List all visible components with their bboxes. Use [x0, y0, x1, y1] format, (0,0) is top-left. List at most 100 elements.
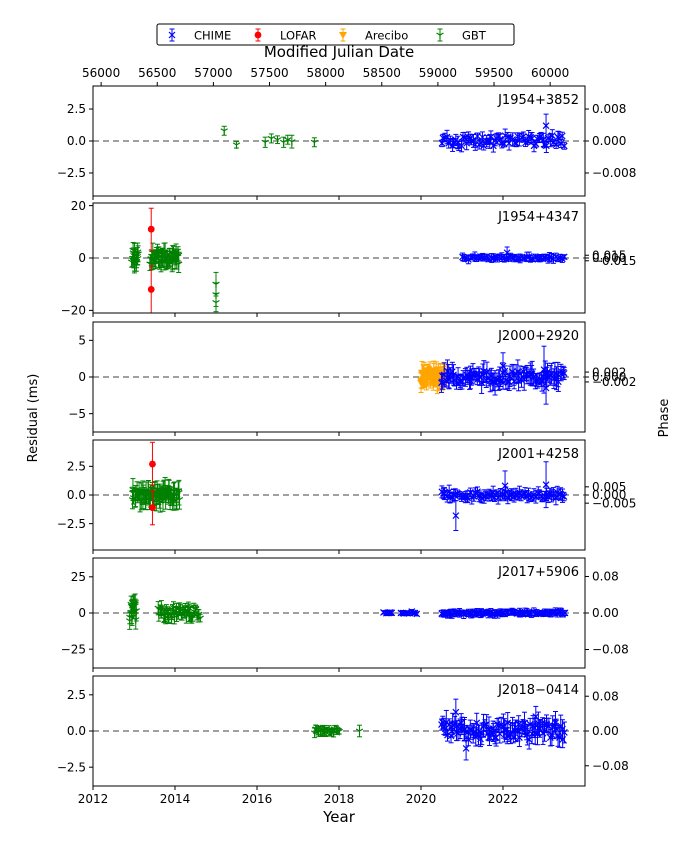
- panel-J2018−0414: 2.5 0.0 −2.5 0.08 0.00 −0.08 J2018−0414: [57, 675, 629, 790]
- marker-tri: [335, 728, 343, 736]
- data-point: [175, 489, 184, 510]
- marker-x: [542, 142, 550, 150]
- marker-x: [525, 736, 533, 743]
- legend-item: Arecibo: [339, 28, 408, 43]
- y-tick-label: −20: [61, 304, 86, 318]
- data-point: [462, 736, 470, 761]
- y-tick-label: 5: [78, 334, 86, 348]
- marker-dot: [254, 31, 262, 39]
- top-axis-title: Modified Julian Date: [264, 43, 414, 61]
- phase-tick-label: 0.00: [592, 724, 619, 738]
- y-tick-label: −2.5: [57, 760, 86, 774]
- series-GBT: [310, 724, 364, 739]
- marker-tri: [261, 139, 269, 147]
- top-tick-label: 57500: [250, 66, 288, 80]
- phase-tick-label: −0.08: [592, 643, 629, 657]
- marker-x: [560, 370, 568, 377]
- top-tick-label: 56500: [138, 66, 176, 80]
- marker-tri: [175, 496, 184, 504]
- marker-tri: [220, 128, 228, 135]
- data-point: [452, 698, 460, 726]
- series-GBT: [127, 241, 220, 313]
- bottom-axis-ticks: 2012 2014 2016 2018 2020 2022: [78, 792, 519, 806]
- marker-x: [388, 609, 396, 617]
- marker-x: [515, 720, 523, 728]
- marker-x: [560, 493, 568, 500]
- marker-x: [446, 494, 454, 501]
- phase-tick-label: −0.008: [592, 166, 636, 180]
- top-tick-label: 60000: [531, 66, 569, 80]
- data-point: [532, 705, 540, 728]
- top-tick-label: 59000: [419, 66, 457, 80]
- data-point: [438, 139, 446, 148]
- data-point: [558, 131, 566, 141]
- panels: 2.50.0−2.50.0080.000−0.008J1954+3852200−…: [57, 85, 637, 790]
- series-CHIME: [459, 246, 568, 265]
- phase-tick-label: −0.002: [592, 375, 636, 389]
- y-axis-title-right: Phase: [657, 399, 672, 438]
- y-tick-label: 0.0: [67, 134, 86, 148]
- pulsar-name-label: J2000+2920: [497, 329, 579, 344]
- data-point: [449, 138, 457, 152]
- bottom-tick-label: 2016: [242, 792, 273, 806]
- marker-x: [503, 249, 511, 257]
- marker-x: [458, 142, 465, 150]
- data-point: [504, 712, 512, 734]
- y-tick-label: 20: [71, 199, 86, 213]
- phase-tick-label: 0.015: [592, 248, 626, 262]
- x-axis-title: Year: [322, 808, 356, 826]
- phase-tick-label: −0.005: [592, 496, 636, 510]
- phase-tick-label: −0.015: [592, 254, 636, 268]
- y-tick-label: 0: [78, 370, 86, 384]
- bottom-tick-label: 2014: [160, 792, 191, 806]
- marker-x: [439, 490, 447, 497]
- y-tick-label: 0.0: [67, 488, 86, 502]
- data-point: [560, 142, 568, 150]
- series-CHIME: [438, 113, 568, 154]
- marker-dot: [149, 504, 156, 512]
- panel-data: [310, 698, 568, 761]
- marker-tri: [196, 615, 204, 623]
- y-tick-label: 25: [71, 570, 86, 584]
- marker-x: [542, 481, 550, 489]
- marker-x: [473, 132, 481, 140]
- top-tick-label: 57000: [194, 66, 232, 80]
- marker-tri: [273, 137, 282, 144]
- y-tick-label: 0: [78, 251, 86, 265]
- marker-x: [452, 512, 460, 520]
- marker-x: [542, 122, 550, 130]
- marker-tri: [288, 139, 296, 146]
- data-point: [196, 613, 204, 623]
- legend-item: GBT: [436, 28, 487, 43]
- y-tick-label: 0.0: [67, 724, 86, 738]
- marker-x: [548, 731, 556, 739]
- top-tick-label: 58500: [363, 66, 401, 80]
- data-point: [355, 724, 364, 738]
- data-point: [452, 500, 460, 532]
- series-CHIME: [438, 698, 568, 761]
- y-tick-label: 2.5: [67, 460, 86, 474]
- marker-x: [561, 609, 569, 617]
- bottom-tick-label: 2018: [324, 792, 355, 806]
- phase-tick-label: −0.08: [592, 759, 629, 773]
- marker-x: [540, 366, 548, 374]
- data-point: [560, 366, 568, 381]
- pulsar-name-label: J1954+4347: [497, 210, 579, 225]
- data-point: [540, 345, 548, 394]
- data-point: [267, 133, 276, 144]
- series-GBT: [128, 477, 184, 513]
- y-tick-label: 2.5: [67, 102, 86, 116]
- panel-data: [417, 345, 568, 405]
- marker-tri: [436, 32, 444, 39]
- marker-x: [560, 142, 568, 150]
- marker-x: [532, 140, 540, 148]
- marker-x: [499, 362, 507, 370]
- legend-item: LOFAR: [254, 28, 316, 43]
- data-point: [561, 609, 569, 617]
- data-point: [147, 207, 155, 251]
- data-point: [413, 610, 421, 618]
- data-point: [134, 245, 142, 263]
- data-point: [542, 113, 550, 138]
